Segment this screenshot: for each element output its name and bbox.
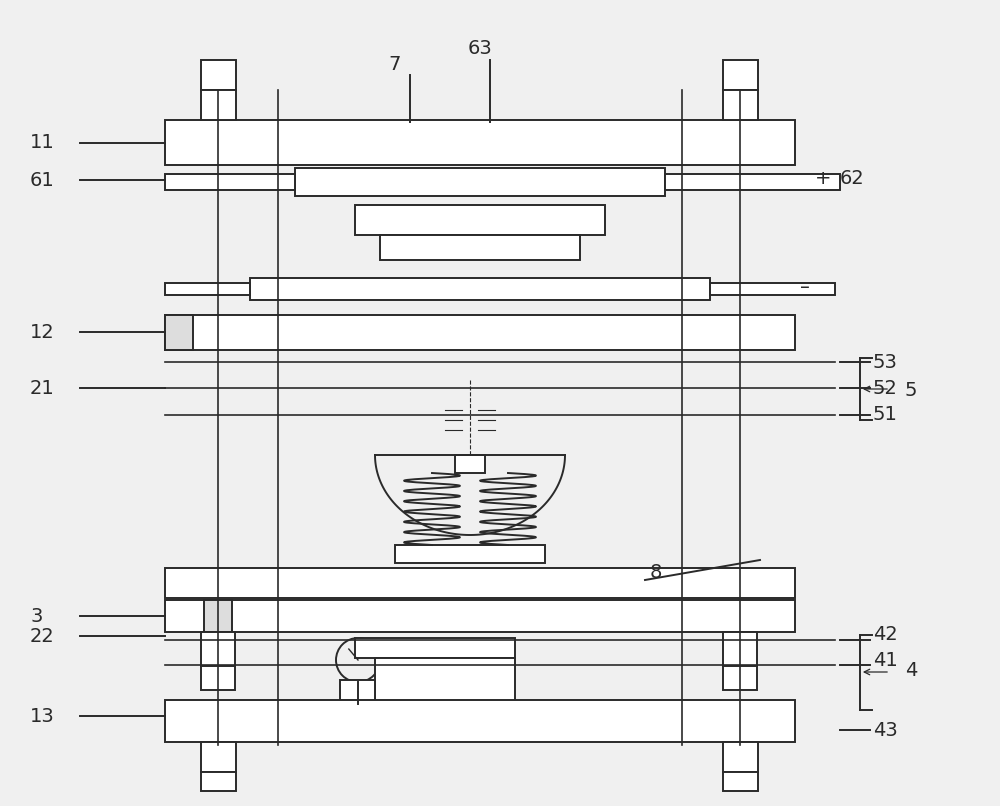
Text: 41: 41 [873,650,898,670]
Text: 12: 12 [30,322,55,342]
Bar [250,278,710,300]
Text: 53: 53 [873,352,898,372]
Bar [723,60,758,90]
Text: 13: 13 [30,707,55,725]
Bar [380,235,580,260]
Bar [355,638,515,658]
Text: 63: 63 [468,39,492,57]
Bar [723,666,757,690]
Bar [165,120,795,165]
Text: 62: 62 [840,168,865,188]
Text: –: – [800,279,810,297]
Bar [165,315,193,350]
Text: 42: 42 [873,625,898,645]
Bar [165,568,795,598]
Bar [201,90,236,120]
Bar [201,632,235,666]
Bar [723,90,758,120]
Text: 5: 5 [905,380,918,400]
Bar [165,600,795,632]
Bar [723,772,758,791]
Text: 7: 7 [389,56,401,74]
Bar [201,772,236,791]
Bar [201,60,236,90]
Bar [395,545,545,563]
Bar [375,658,515,713]
Text: 3: 3 [30,606,42,625]
Text: 4: 4 [905,660,917,679]
Bar [295,168,665,196]
Text: 8: 8 [650,563,662,583]
Bar [165,700,795,742]
Bar [165,315,795,350]
Bar [165,174,295,190]
Bar [201,666,235,690]
Bar [665,174,840,190]
Text: 11: 11 [30,134,55,152]
Bar [201,742,236,772]
Bar [355,205,605,235]
Bar [710,283,835,295]
Bar [165,283,250,295]
Bar [340,680,375,702]
Bar [723,632,757,666]
Text: 61: 61 [30,171,55,189]
Text: 21: 21 [30,379,55,397]
Text: 51: 51 [873,405,898,425]
Text: 52: 52 [873,379,898,397]
Bar [455,455,485,473]
Text: 22: 22 [30,626,55,646]
Bar [204,600,232,632]
Text: 43: 43 [873,721,898,739]
Bar [723,742,758,772]
Text: +: + [815,168,832,188]
